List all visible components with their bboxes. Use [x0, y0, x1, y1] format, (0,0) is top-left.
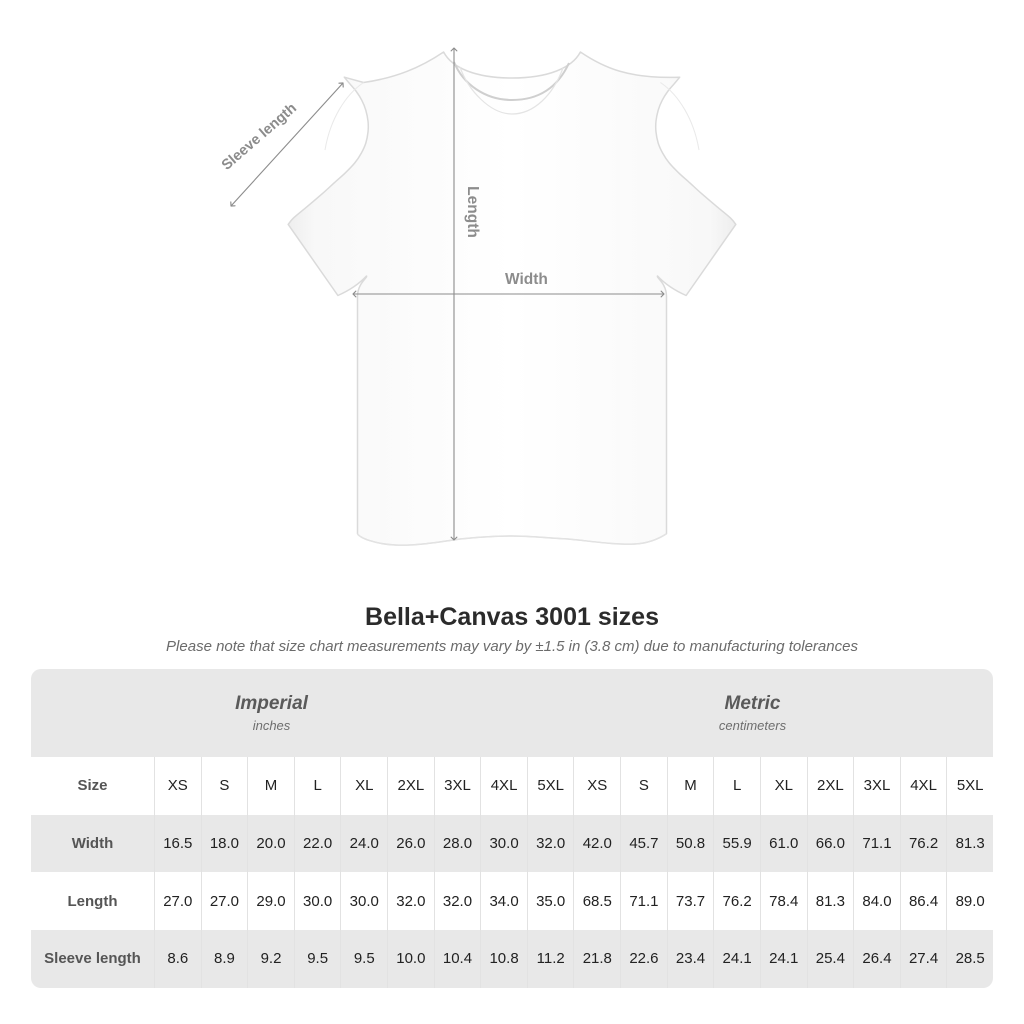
svg-text:Length: Length — [464, 186, 481, 238]
svg-text:Width: Width — [505, 271, 548, 288]
svg-text:Sleeve length: Sleeve length — [219, 100, 300, 173]
